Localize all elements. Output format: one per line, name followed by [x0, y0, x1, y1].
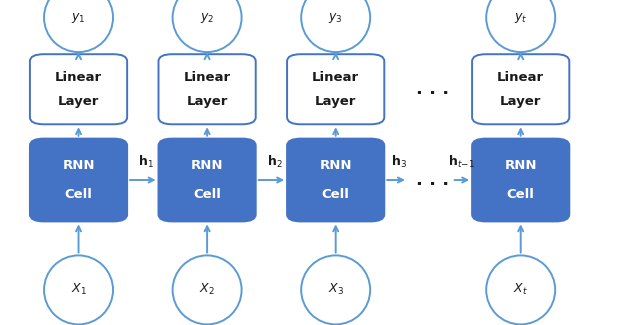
Ellipse shape	[173, 0, 242, 52]
Ellipse shape	[301, 255, 370, 324]
Ellipse shape	[44, 0, 113, 52]
Text: $\mathit{y}_t$: $\mathit{y}_t$	[514, 11, 527, 25]
Text: $\mathit{X}_3$: $\mathit{X}_3$	[328, 282, 344, 297]
Text: $\mathbf{h}_3$: $\mathbf{h}_3$	[391, 154, 407, 170]
Text: RNN: RNN	[62, 159, 95, 172]
Text: $\mathbf{h}_2$: $\mathbf{h}_2$	[267, 154, 282, 170]
Text: $\mathit{X}_1$: $\mathit{X}_1$	[70, 282, 86, 297]
Text: Cell: Cell	[193, 188, 221, 201]
Ellipse shape	[44, 255, 113, 324]
Text: $\mathit{X}_t$: $\mathit{X}_t$	[513, 282, 528, 297]
Text: $\mathit{y}_3$: $\mathit{y}_3$	[328, 11, 343, 25]
Text: Linear: Linear	[184, 71, 230, 84]
FancyBboxPatch shape	[287, 54, 384, 124]
Text: . . .: . . .	[417, 80, 449, 98]
Text: Layer: Layer	[500, 95, 541, 108]
Text: $\mathit{y}_1$: $\mathit{y}_1$	[71, 11, 86, 25]
Text: Linear: Linear	[312, 71, 359, 84]
Text: RNN: RNN	[191, 159, 223, 172]
Text: Layer: Layer	[186, 95, 228, 108]
Ellipse shape	[486, 0, 555, 52]
Text: Linear: Linear	[497, 71, 544, 84]
FancyBboxPatch shape	[159, 54, 256, 124]
Text: $\mathit{y}_2$: $\mathit{y}_2$	[200, 11, 214, 25]
Text: . . .: . . .	[417, 171, 449, 189]
FancyBboxPatch shape	[159, 138, 256, 221]
Text: Cell: Cell	[65, 188, 92, 201]
FancyBboxPatch shape	[30, 54, 127, 124]
FancyBboxPatch shape	[472, 54, 570, 124]
FancyBboxPatch shape	[30, 138, 127, 221]
Text: $\mathbf{h}_{t\!-\!1}$: $\mathbf{h}_{t\!-\!1}$	[449, 154, 476, 170]
Text: RNN: RNN	[319, 159, 352, 172]
Ellipse shape	[486, 255, 555, 324]
Text: Layer: Layer	[315, 95, 356, 108]
Text: RNN: RNN	[504, 159, 537, 172]
FancyBboxPatch shape	[472, 138, 570, 221]
Text: Layer: Layer	[58, 95, 99, 108]
Text: Cell: Cell	[322, 188, 349, 201]
Ellipse shape	[301, 0, 370, 52]
Text: $\mathbf{h}_1$: $\mathbf{h}_1$	[138, 154, 154, 170]
Ellipse shape	[173, 255, 242, 324]
Text: $\mathit{X}_2$: $\mathit{X}_2$	[199, 282, 215, 297]
Text: Cell: Cell	[507, 188, 534, 201]
Text: Linear: Linear	[55, 71, 102, 84]
FancyBboxPatch shape	[287, 138, 384, 221]
